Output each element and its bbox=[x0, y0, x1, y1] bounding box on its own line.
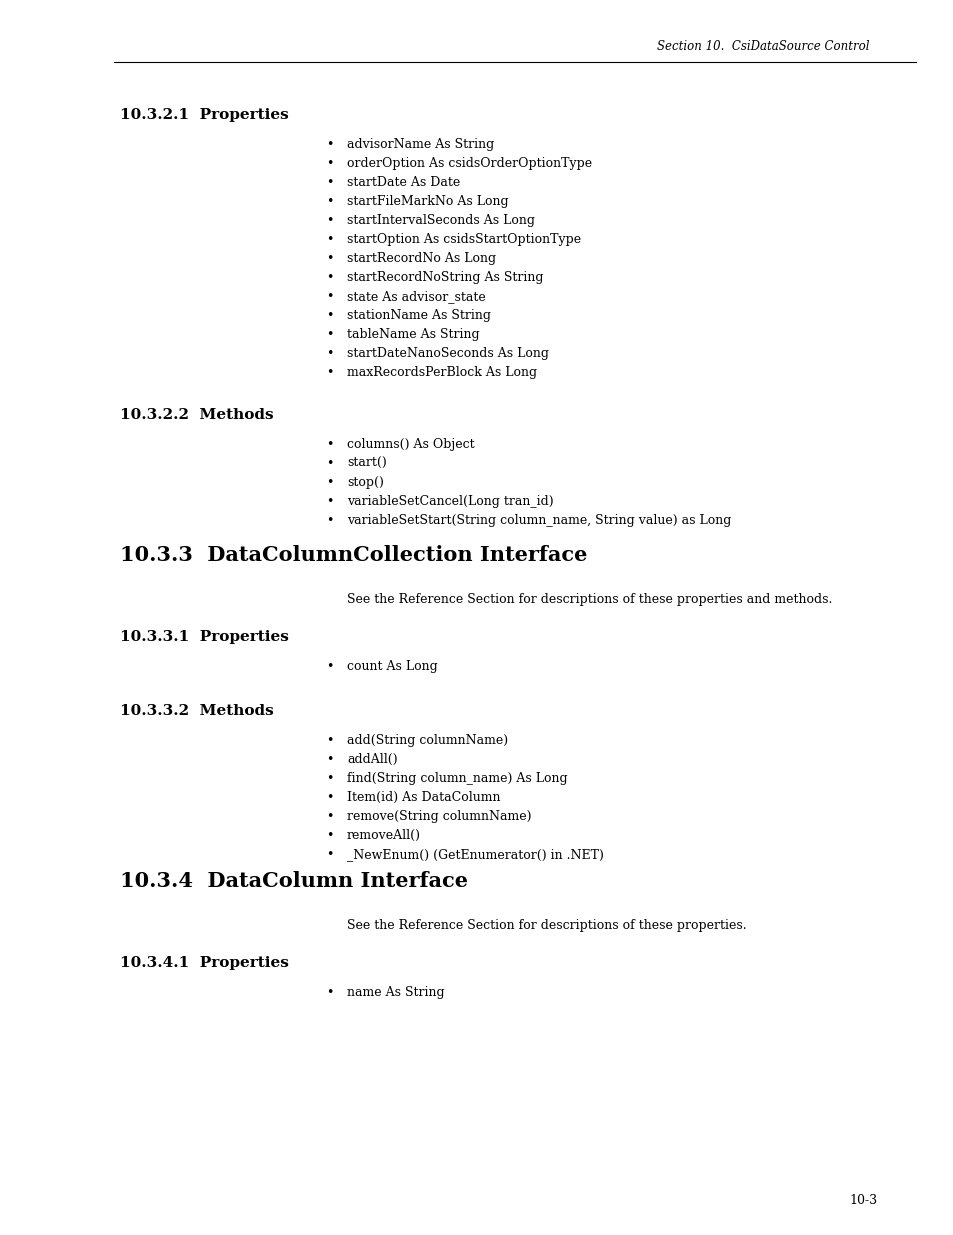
Text: •: • bbox=[326, 366, 334, 379]
Text: 10.3.3.1  Properties: 10.3.3.1 Properties bbox=[120, 630, 289, 643]
Text: remove(String columnName): remove(String columnName) bbox=[347, 810, 531, 823]
Text: •: • bbox=[326, 810, 334, 823]
Text: •: • bbox=[326, 829, 334, 842]
Text: 10.3.3  DataColumnCollection Interface: 10.3.3 DataColumnCollection Interface bbox=[120, 545, 587, 564]
Text: removeAll(): removeAll() bbox=[347, 829, 420, 842]
Text: 10.3.3.2  Methods: 10.3.3.2 Methods bbox=[120, 704, 274, 718]
Text: •: • bbox=[326, 347, 334, 359]
Text: •: • bbox=[326, 138, 334, 151]
Text: variableSetStart(String column_name, String value) as Long: variableSetStart(String column_name, Str… bbox=[347, 514, 731, 527]
Text: state As advisor_state: state As advisor_state bbox=[347, 290, 485, 303]
Text: •: • bbox=[326, 457, 334, 471]
Text: •: • bbox=[326, 514, 334, 527]
Text: start(): start() bbox=[347, 457, 386, 471]
Text: tableName As String: tableName As String bbox=[347, 329, 479, 341]
Text: •: • bbox=[326, 986, 334, 999]
Text: maxRecordsPerBlock As Long: maxRecordsPerBlock As Long bbox=[347, 366, 537, 379]
Text: advisorName As String: advisorName As String bbox=[347, 138, 494, 151]
Text: •: • bbox=[326, 495, 334, 508]
Text: •: • bbox=[326, 329, 334, 341]
Text: •: • bbox=[326, 772, 334, 785]
Text: Section 10.  CsiDataSource Control: Section 10. CsiDataSource Control bbox=[657, 41, 869, 53]
Text: See the Reference Section for descriptions of these properties and methods.: See the Reference Section for descriptio… bbox=[347, 593, 832, 606]
Text: •: • bbox=[326, 848, 334, 861]
Text: Item(id) As DataColumn: Item(id) As DataColumn bbox=[347, 790, 500, 804]
Text: 10.3.2.1  Properties: 10.3.2.1 Properties bbox=[120, 107, 289, 122]
Text: startRecordNoString As String: startRecordNoString As String bbox=[347, 270, 543, 284]
Text: _NewEnum() (GetEnumerator() in .NET): _NewEnum() (GetEnumerator() in .NET) bbox=[347, 848, 603, 861]
Text: See the Reference Section for descriptions of these properties.: See the Reference Section for descriptio… bbox=[347, 919, 746, 932]
Text: •: • bbox=[326, 177, 334, 189]
Text: find(String column_name) As Long: find(String column_name) As Long bbox=[347, 772, 567, 785]
Text: •: • bbox=[326, 438, 334, 451]
Text: addAll(): addAll() bbox=[347, 753, 397, 766]
Text: •: • bbox=[326, 195, 334, 207]
Text: stationName As String: stationName As String bbox=[347, 309, 491, 322]
Text: startDate As Date: startDate As Date bbox=[347, 177, 459, 189]
Text: startDateNanoSeconds As Long: startDateNanoSeconds As Long bbox=[347, 347, 548, 359]
Text: •: • bbox=[326, 290, 334, 303]
Text: •: • bbox=[326, 309, 334, 322]
Text: •: • bbox=[326, 214, 334, 227]
Text: startFileMarkNo As Long: startFileMarkNo As Long bbox=[347, 195, 508, 207]
Text: startRecordNo As Long: startRecordNo As Long bbox=[347, 252, 496, 266]
Text: •: • bbox=[326, 270, 334, 284]
Text: variableSetCancel(Long tran_id): variableSetCancel(Long tran_id) bbox=[347, 495, 553, 508]
Text: •: • bbox=[326, 790, 334, 804]
Text: add(String columnName): add(String columnName) bbox=[347, 734, 508, 747]
Text: •: • bbox=[326, 233, 334, 246]
Text: name As String: name As String bbox=[347, 986, 444, 999]
Text: orderOption As csidsOrderOptionType: orderOption As csidsOrderOptionType bbox=[347, 157, 592, 170]
Text: columns() As Object: columns() As Object bbox=[347, 438, 475, 451]
Text: count As Long: count As Long bbox=[347, 659, 437, 673]
Text: stop(): stop() bbox=[347, 475, 383, 489]
Text: •: • bbox=[326, 157, 334, 170]
Text: •: • bbox=[326, 753, 334, 766]
Text: 10-3: 10-3 bbox=[849, 1193, 877, 1207]
Text: 10.3.2.2  Methods: 10.3.2.2 Methods bbox=[120, 408, 274, 422]
Text: •: • bbox=[326, 734, 334, 747]
Text: 10.3.4.1  Properties: 10.3.4.1 Properties bbox=[120, 956, 289, 969]
Text: •: • bbox=[326, 475, 334, 489]
Text: startOption As csidsStartOptionType: startOption As csidsStartOptionType bbox=[347, 233, 580, 246]
Text: •: • bbox=[326, 252, 334, 266]
Text: •: • bbox=[326, 659, 334, 673]
Text: startIntervalSeconds As Long: startIntervalSeconds As Long bbox=[347, 214, 535, 227]
Text: 10.3.4  DataColumn Interface: 10.3.4 DataColumn Interface bbox=[120, 871, 468, 890]
